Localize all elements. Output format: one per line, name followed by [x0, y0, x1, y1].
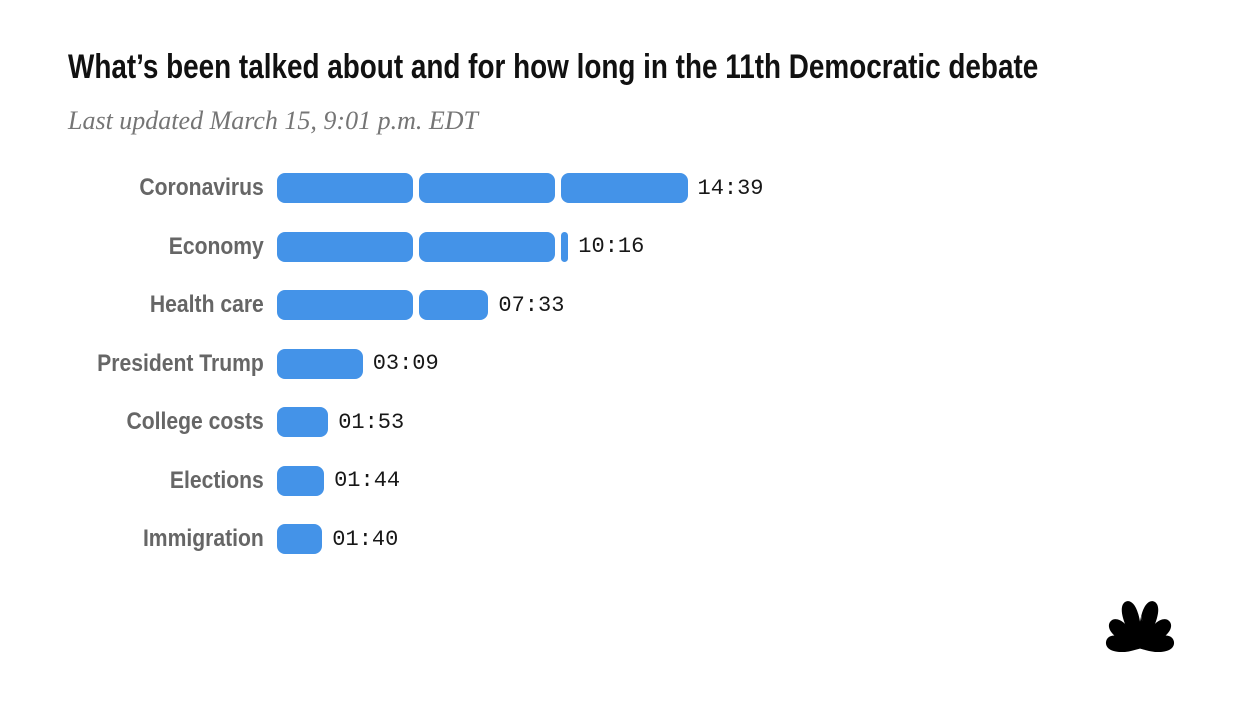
bar-segment [419, 173, 555, 203]
chart-row: College costs 01:53 [68, 407, 764, 437]
bar-label: Elections [169, 466, 264, 494]
bar-segment [419, 231, 555, 262]
bar [277, 290, 489, 320]
chart-row: President Trump 03:09 [68, 348, 764, 379]
bar-segment [561, 173, 688, 203]
bar-value: 10:16 [578, 234, 645, 259]
bar-segment [561, 231, 569, 262]
bar-segment [277, 407, 329, 437]
chart-header: What’s been talked about and for how lon… [68, 48, 1250, 136]
bar-segment [419, 290, 489, 320]
bar-label: Health care [149, 291, 264, 318]
bar-label: Immigration [142, 525, 264, 552]
bar-value: 01:44 [334, 468, 401, 493]
bar-value: 14:39 [697, 175, 764, 201]
chart-row: Economy 10:16 [68, 231, 764, 262]
bar [277, 173, 688, 203]
bar-label: Coronavirus [139, 174, 264, 201]
bar-label: President Trump [97, 349, 264, 377]
last-updated-text: Last updated March 15, 9:01 p.m. EDT [68, 105, 478, 135]
page-title: What’s been talked about and for how lon… [68, 48, 1039, 86]
bar-value: 03:09 [372, 351, 439, 376]
chart-row: Elections 01:44 [68, 465, 764, 496]
peacock-beak-notch [1139, 599, 1144, 622]
bar [277, 231, 569, 262]
chart-row: Coronavirus 14:39 [68, 173, 764, 203]
bar [277, 524, 323, 554]
bar-label: Economy [168, 232, 264, 260]
bar-segment [277, 290, 413, 320]
bar-segment [277, 231, 413, 262]
bar [277, 465, 325, 496]
bar [277, 407, 329, 437]
chart-row: Health care 07:33 [68, 290, 764, 320]
bar-value: 01:40 [332, 526, 399, 552]
bar-value: 07:33 [498, 292, 565, 318]
bar-segment [277, 348, 363, 379]
bar-value: 01:53 [338, 409, 405, 435]
bar-label: College costs [126, 408, 264, 435]
bar [277, 348, 363, 379]
bar-segment [277, 524, 323, 554]
nbc-peacock-logo [1104, 599, 1176, 652]
bar-chart: Coronavirus 14:39 Economy 10:16 Health care 0… [68, 173, 764, 583]
bar-segment [277, 173, 413, 203]
chart-row: Immigration 01:40 [68, 524, 764, 554]
bar-segment [277, 465, 325, 496]
